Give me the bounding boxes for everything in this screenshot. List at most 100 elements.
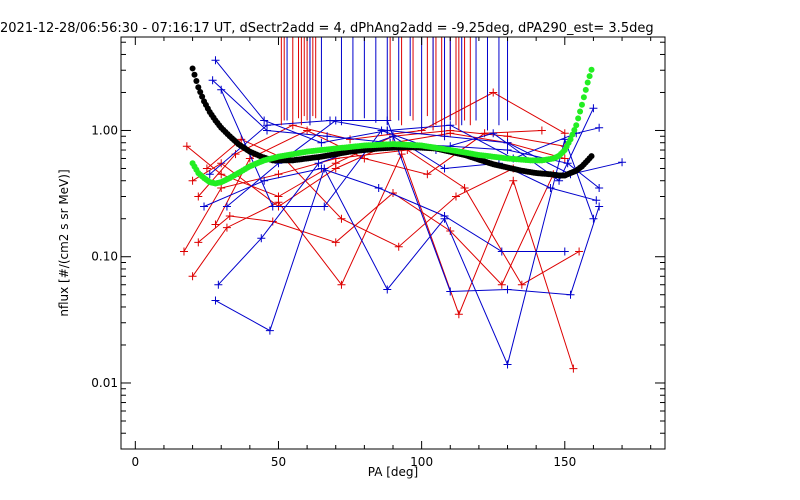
data-point-marker (274, 198, 283, 207)
fit-curve-dot (578, 101, 585, 108)
data-point-marker (222, 202, 231, 211)
chart-title: 2021-12-28/06:56:30 - 07:16:17 UT, dSect… (0, 21, 654, 36)
fit-curve-dot (193, 77, 200, 84)
data-point-marker (303, 126, 312, 135)
data-point-marker (440, 212, 449, 221)
x-tick-label: 150 (553, 455, 576, 469)
data-point-marker (446, 287, 455, 296)
data-point-marker (383, 285, 392, 294)
data-point-marker (497, 280, 506, 289)
data-point-marker (589, 104, 598, 113)
data-point-marker (211, 220, 220, 229)
x-tick-label: 50 (271, 455, 286, 469)
fit-curve-dot (567, 136, 574, 143)
data-point-marker (214, 280, 223, 289)
fit-curve-dot (586, 73, 593, 80)
fit-curve-dot (582, 86, 589, 93)
data-point-marker (337, 280, 346, 289)
data-point-marker (225, 212, 234, 221)
data-point-marker (188, 176, 197, 185)
data-point-marker (260, 116, 269, 125)
data-point-marker (423, 170, 432, 179)
data-point-marker (460, 184, 469, 193)
data-point-marker (317, 138, 326, 147)
data-point-marker (569, 364, 578, 373)
series-red-5 (194, 170, 558, 289)
data-point-marker (618, 158, 627, 167)
data-point-marker (337, 214, 346, 223)
data-point-marker (489, 129, 498, 138)
data-point-marker (222, 223, 231, 232)
x-tick-label: 100 (410, 455, 433, 469)
x-axis-label: PA [deg] (368, 465, 418, 479)
y-tick-label: 0.10 (91, 250, 118, 264)
fit-curve-dot (189, 65, 196, 72)
data-point-marker (260, 176, 269, 185)
fit-curve-dot (191, 71, 198, 78)
fit-curve-dot (577, 108, 584, 115)
fit-curve-dot (575, 115, 582, 122)
fit-curve-dot (571, 126, 578, 133)
fit-curve-dot (195, 84, 202, 91)
data-point-marker (360, 154, 369, 163)
fit-curve-dot (588, 66, 595, 73)
data-point-marker (509, 176, 518, 185)
data-point-marker (274, 170, 283, 179)
fit-curve-green (189, 66, 595, 187)
data-point-marker (217, 85, 226, 94)
plot-series (179, 37, 627, 373)
series-line (209, 119, 600, 175)
series-line (217, 135, 597, 286)
data-point-marker (200, 202, 209, 211)
data-point-marker (211, 296, 220, 305)
data-point-marker (188, 272, 197, 281)
data-point-marker (217, 184, 226, 193)
data-point-marker (202, 164, 211, 173)
data-point-marker (217, 159, 226, 168)
series-line (183, 149, 580, 286)
series-red-7 (211, 126, 546, 229)
data-point-marker (331, 164, 340, 173)
data-point-marker (194, 192, 203, 201)
data-point-marker (217, 170, 226, 179)
series-line (197, 174, 554, 286)
data-point-marker (314, 159, 323, 168)
series-red-4 (188, 150, 578, 373)
data-point-marker (268, 202, 277, 211)
data-point-marker (503, 360, 512, 369)
data-point-marker (323, 132, 332, 141)
data-point-marker (237, 135, 246, 144)
data-point-marker (268, 217, 277, 226)
data-point-marker (205, 170, 214, 179)
data-point-marker (595, 184, 604, 193)
data-point-marker (566, 290, 575, 299)
fit-curve-dot (580, 94, 587, 101)
fit-curve-dot (573, 122, 580, 129)
data-point-marker (560, 154, 569, 163)
data-point-marker (257, 234, 266, 243)
fit-curve-dot (584, 79, 591, 86)
data-point-marker (595, 202, 604, 211)
series-red-2 (194, 88, 569, 201)
data-point-marker (454, 310, 463, 319)
data-point-marker (326, 116, 335, 125)
y-tick-label: 1.00 (91, 123, 118, 137)
fit-curve-dot (569, 131, 576, 138)
data-point-marker (374, 184, 383, 193)
fit-curve-dot (197, 88, 204, 95)
fit-curve-dot (588, 153, 595, 160)
data-point-marker (383, 126, 392, 135)
data-point-marker (208, 76, 217, 85)
data-point-marker (560, 247, 569, 256)
data-point-marker (397, 150, 406, 159)
data-point-marker (503, 138, 512, 147)
data-point-marker (446, 121, 455, 130)
data-point-marker (211, 56, 220, 65)
data-point-marker (503, 285, 512, 294)
data-point-marker (179, 247, 188, 256)
data-point-marker (317, 164, 326, 173)
data-point-marker (182, 142, 191, 151)
data-point-marker (320, 202, 329, 211)
data-point-marker (503, 146, 512, 155)
